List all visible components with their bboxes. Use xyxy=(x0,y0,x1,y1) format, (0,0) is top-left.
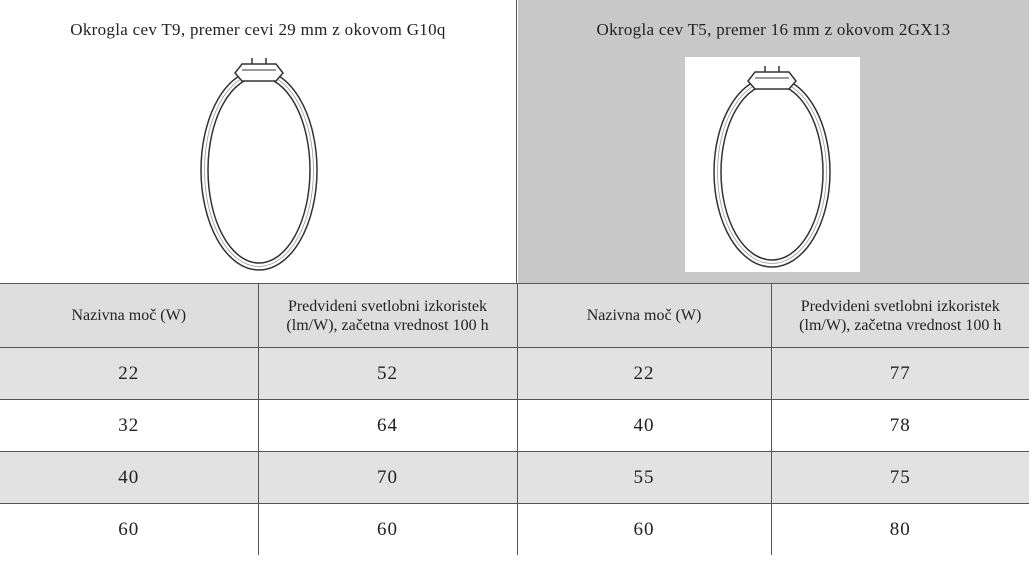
table-cell: 40 xyxy=(0,451,258,504)
table-cell: 52 xyxy=(257,347,517,400)
table-cell: 78 xyxy=(770,399,1029,452)
header-cell: Predvideni svetlobni izkoristek (lm/W), … xyxy=(770,283,1029,348)
header-cell: Nazivna moč (W) xyxy=(516,283,771,348)
table-row: 60 60 60 80 xyxy=(0,503,1029,555)
table-cell: 77 xyxy=(770,347,1029,400)
table-cell: 70 xyxy=(257,451,517,504)
table-row: 40 70 55 75 xyxy=(0,451,1029,504)
table-row: 32 64 40 78 xyxy=(0,399,1029,452)
panel-title: Okrogla cev T5, premer 16 mm z okovom 2G… xyxy=(596,20,951,39)
table-cell: 64 xyxy=(257,399,517,452)
table-cell: 60 xyxy=(516,503,771,555)
lamp-image xyxy=(685,57,860,272)
table-row: 22 52 22 77 xyxy=(0,347,1029,400)
table-cell: 22 xyxy=(0,347,258,400)
header-row: Nazivna moč (W) Predvideni svetlobni izk… xyxy=(0,283,1029,348)
table-cell: 22 xyxy=(516,347,771,400)
panel-left: Okrogla cev T9, premer cevi 29 mm z okov… xyxy=(0,0,517,283)
table-cell: 80 xyxy=(770,503,1029,555)
panel-title: Okrogla cev T9, premer cevi 29 mm z okov… xyxy=(70,20,446,39)
table-cell: 75 xyxy=(770,451,1029,504)
table-cell: 40 xyxy=(516,399,771,452)
table-cell: 32 xyxy=(0,399,258,452)
panel-right: Okrogla cev T5, premer 16 mm z okovom 2G… xyxy=(518,0,1029,283)
table-cell: 55 xyxy=(516,451,771,504)
header-cell: Predvideni svetlobni izkoristek (lm/W), … xyxy=(257,283,517,348)
data-table: Nazivna moč (W) Predvideni svetlobni izk… xyxy=(0,283,1029,555)
table-cell: 60 xyxy=(0,503,258,555)
header-cell: Nazivna moč (W) xyxy=(0,283,258,348)
table-cell: 60 xyxy=(257,503,517,555)
lamp-image xyxy=(200,58,318,271)
